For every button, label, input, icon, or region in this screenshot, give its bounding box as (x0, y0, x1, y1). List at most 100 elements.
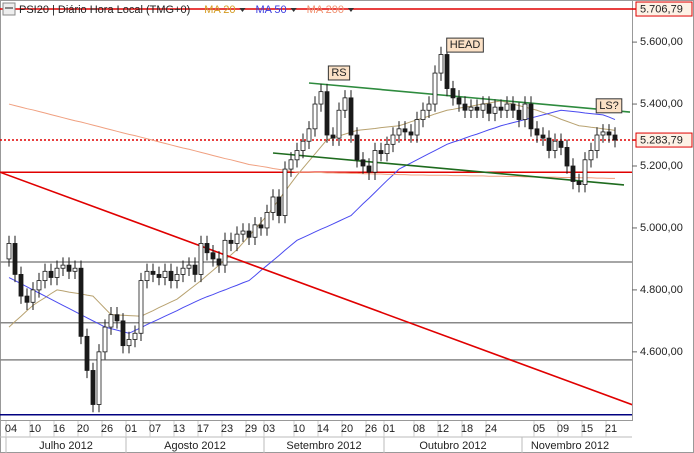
candle-body (510, 103, 516, 111)
price-label: 5.283,79 (640, 134, 683, 146)
x-tick-label: 12 (437, 423, 449, 435)
candle-body (246, 230, 252, 238)
legend-arrow (239, 8, 246, 12)
candle-body (192, 264, 198, 275)
legend-icon-bar (5, 7, 13, 9)
candle-body (522, 103, 528, 120)
candle-body (546, 137, 552, 151)
candle-body (474, 106, 480, 111)
candle-body (504, 103, 510, 111)
candle-body (462, 103, 468, 111)
candle-body (318, 91, 324, 105)
y-tick-label: 5.400,00 (640, 98, 683, 110)
candle-body (384, 143, 390, 155)
price-label-box (635, 1, 693, 17)
candle-body (228, 239, 234, 244)
candle-body (48, 270, 54, 278)
x-tick-label: 17 (197, 423, 209, 435)
x-tick-label: 20 (341, 423, 353, 435)
trend-line (308, 82, 631, 113)
candle-body (282, 168, 288, 216)
candle-body (444, 54, 450, 89)
x-tick-label: 04 (5, 423, 17, 435)
candle-body (480, 103, 486, 111)
candle-body (528, 103, 534, 130)
annotation-box (446, 37, 484, 53)
candle-body (456, 97, 462, 105)
candle-body (42, 270, 48, 282)
candle-body (366, 165, 372, 173)
candle-body (36, 280, 42, 291)
candle-body (336, 109, 342, 139)
candle-body (348, 97, 354, 136)
candle-body (12, 243, 18, 275)
candle-body (294, 150, 300, 161)
x-tick-label: 01 (383, 423, 395, 435)
candle-body (114, 314, 120, 322)
candle-body (564, 147, 570, 167)
x-tick-label: 13 (173, 423, 185, 435)
candle-body (570, 165, 576, 182)
y-tick-label: 5.600,00 (640, 36, 683, 48)
trend-line (0, 171, 632, 406)
y-tick-label: 5.200,00 (640, 160, 683, 172)
candle-body (150, 270, 156, 275)
candle-body (216, 258, 222, 266)
candle-body (258, 224, 264, 229)
x-tick-label: 26 (365, 423, 377, 435)
month-label: Julho 2012 (39, 440, 93, 452)
x-tick-label: 07 (149, 423, 161, 435)
x-tick-label: 29 (245, 423, 257, 435)
month-label: Setembro 2012 (286, 440, 361, 452)
x-tick-label: 24 (485, 423, 497, 435)
legend-label: MA 200 (307, 4, 344, 16)
candle-body (414, 119, 420, 136)
price-label-box (635, 132, 693, 148)
candle-body (330, 134, 336, 139)
candle-body (78, 267, 84, 337)
candle-body (288, 159, 294, 170)
candle-body (360, 159, 366, 167)
candle-body (270, 196, 276, 213)
legend-label: MA 20 (204, 4, 235, 16)
annotation: LS? (595, 98, 623, 114)
month-label: Outubro 2012 (419, 440, 486, 452)
candle-body (312, 103, 318, 130)
candle-body (264, 212, 270, 229)
candle-body (306, 128, 312, 142)
candle-body (516, 109, 522, 120)
x-tick-label: 20 (77, 423, 89, 435)
candle-body (174, 274, 180, 282)
candle-body (396, 128, 402, 136)
legend: PSI20 | Diário Hora Local (TMG+0) MA 20 M… (2, 2, 354, 16)
annotation: HEAD (446, 37, 484, 53)
candle-body (222, 239, 228, 266)
annotation-box (595, 98, 623, 114)
candle-body (378, 150, 384, 155)
candle-body (594, 134, 600, 151)
candle-body (66, 264, 72, 272)
candle-body (534, 128, 540, 136)
candle-body (6, 243, 12, 260)
y-tick-label: 4.800,00 (640, 284, 683, 296)
candle-body (186, 264, 192, 269)
month-label: Novembro 2012 (531, 440, 609, 452)
x-tick-label: 09 (557, 423, 569, 435)
x-tick-label: 05 (533, 423, 545, 435)
candle-body (162, 270, 168, 278)
plot-area (0, 0, 633, 421)
candle-body (582, 159, 588, 185)
candle-body (72, 267, 78, 272)
candle-body (408, 131, 414, 136)
annotation-label: HEAD (450, 39, 481, 51)
annotation: RS (327, 65, 351, 81)
x-tick-label: 01 (125, 423, 137, 435)
candle-body (276, 196, 282, 216)
trend-line (272, 152, 625, 186)
candle-body (138, 280, 144, 334)
candle-body (438, 54, 444, 74)
x-tick-label: 21 (605, 423, 617, 435)
candle-body (234, 233, 240, 244)
candle-body (450, 88, 456, 99)
candle-body (18, 274, 24, 297)
